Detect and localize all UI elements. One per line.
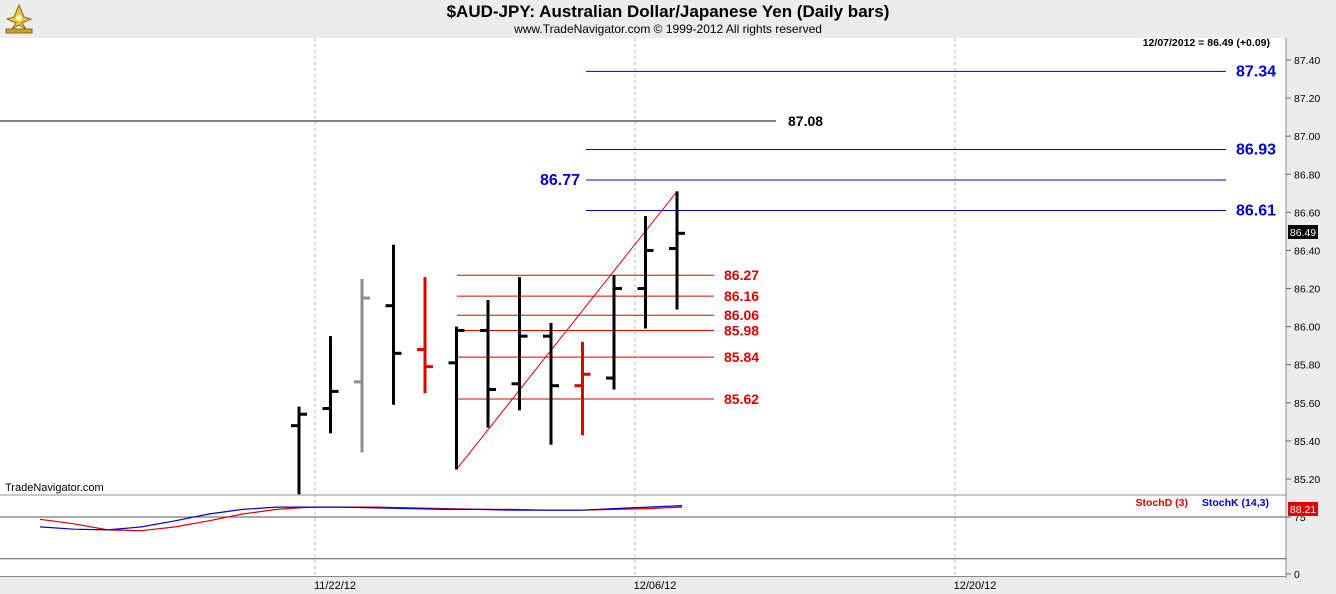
level-label: 86.16 [724, 288, 759, 304]
level-label: 85.98 [724, 322, 759, 338]
y-tick-label: 86.00 [1294, 322, 1320, 334]
level-label: 85.84 [724, 349, 759, 365]
x-tick-label: 12/20/12 [954, 580, 997, 592]
ohlc-bar [669, 191, 685, 310]
y-tick-label: 86.20 [1294, 284, 1320, 296]
ohlc-bar [291, 406, 307, 495]
stochastic-panel [0, 496, 1286, 576]
x-tick-label: 11/22/12 [314, 580, 356, 592]
x-tick-label: 12/06/12 [634, 580, 677, 592]
price-panel [0, 38, 1286, 494]
y-tick-label: 87.40 [1294, 55, 1320, 67]
stochk-line [39, 505, 683, 531]
ohlc-bar [511, 277, 528, 411]
ohlc-bar [448, 326, 465, 470]
level-label: 87.08 [788, 113, 823, 129]
price-axis: 87.40 87.20 87.00 86.80 86.60 86.40 86.20 86.00… [1286, 55, 1320, 486]
stochastic-value-tag: 88.21 [1288, 502, 1318, 516]
ohlc-bar [480, 299, 496, 428]
trade-navigator-logo-icon [5, 3, 33, 34]
level-label: 86.77 [540, 172, 580, 189]
level-label: 86.06 [724, 307, 759, 323]
y-tick-label: 87.00 [1294, 131, 1320, 143]
level-label: 86.93 [1236, 142, 1276, 159]
y-tick-label: 85.40 [1294, 436, 1320, 448]
level-label: 85.62 [724, 391, 759, 407]
price-levels: 87.34 87.08 86.93 86.77 86.61 86.27 86.16 86.06… [0, 63, 1276, 470]
date-axis: 11/22/12 12/06/12 12/20/12 [314, 580, 996, 592]
y-tick-label: 85.80 [1294, 360, 1320, 372]
svg-text:86.49: 86.49 [1290, 227, 1316, 239]
ohlc-bar [606, 275, 622, 390]
stochastic-lines: 75 0 [0, 505, 1306, 581]
y-tick-label: 86.40 [1294, 245, 1320, 257]
svg-text:88.21: 88.21 [1290, 504, 1316, 516]
ohlc-bar [543, 322, 559, 445]
watermark-text: TradeNavigator.com [5, 482, 104, 494]
y-tick-label: 86.80 [1294, 169, 1320, 181]
ohlc-bar [574, 341, 591, 436]
stochk-legend: StochK (14,3) [1202, 497, 1269, 509]
copyright-text: www.TradeNavigator.com © 1999-2012 All r… [514, 22, 822, 36]
y-tick-label: 85.20 [1294, 474, 1320, 486]
stochd-legend: StochD (3) [1136, 497, 1189, 509]
ohlc-bar [637, 216, 654, 329]
stoch-tick-label: 75 [1294, 512, 1306, 524]
ohlc-bars [291, 191, 685, 495]
y-tick-label: 85.60 [1294, 398, 1320, 410]
ohlc-bar [322, 336, 339, 434]
ohlc-bar [417, 277, 433, 394]
current-price-tag: 86.49 [1288, 225, 1318, 239]
ohlc-bar [385, 244, 402, 405]
y-tick-label: 87.20 [1294, 93, 1320, 105]
trend-line [456, 191, 678, 470]
chart-header: $AUD-JPY: Australian Dollar/Japanese Yen… [0, 0, 1336, 38]
last-quote-label: 12/07/2012 = 86.49 (+0.09) [1143, 37, 1270, 49]
y-tick-label: 86.60 [1294, 207, 1320, 219]
ohlc-bar [354, 279, 370, 453]
level-label: 86.27 [724, 267, 759, 283]
level-label: 87.34 [1236, 63, 1276, 80]
level-label: 86.61 [1236, 202, 1276, 219]
stoch-tick-label: 0 [1294, 569, 1300, 581]
chart-title: $AUD-JPY: Australian Dollar/Japanese Yen… [446, 2, 890, 21]
